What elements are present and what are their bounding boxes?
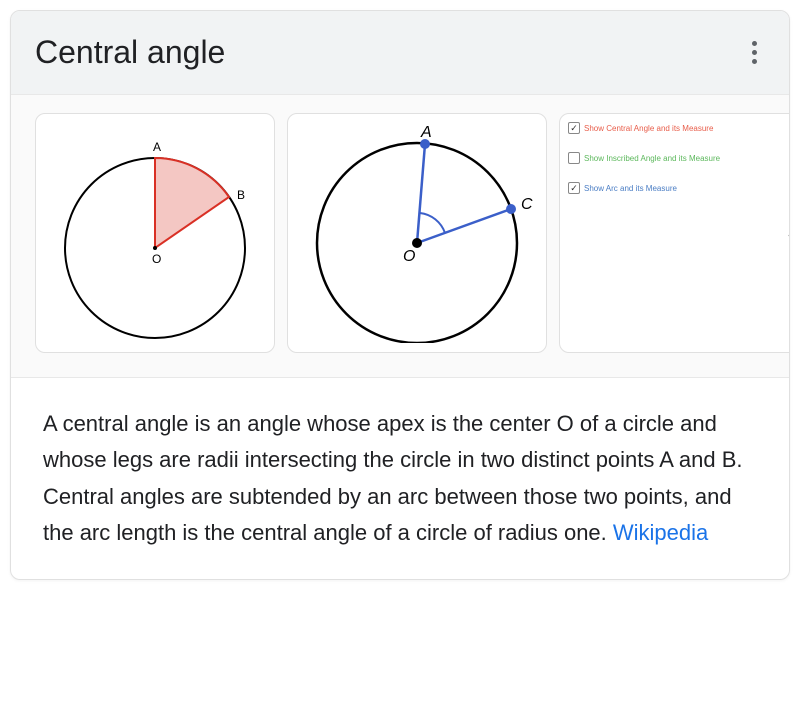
central-angle-diagram-2: A C O: [297, 123, 537, 343]
checkbox-icon[interactable]: [568, 122, 580, 134]
svg-text:A: A: [153, 140, 161, 154]
wikipedia-link[interactable]: Wikipedia: [613, 520, 708, 545]
image-thumbnail-2[interactable]: A C O: [287, 113, 547, 353]
diagram-options-panel: Show Central Angle and its Measure Show …: [560, 114, 768, 352]
description-text: A central angle is an angle whose apex i…: [11, 378, 789, 579]
knowledge-panel: Central angle A B O: [10, 10, 790, 580]
svg-text:B: B: [237, 188, 245, 202]
svg-text:A: A: [420, 124, 432, 141]
svg-text:C: C: [521, 196, 533, 213]
option-label: Show Inscribed Angle and its Measure: [584, 154, 720, 163]
option-label: Show Central Angle and its Measure: [584, 124, 713, 133]
central-angle-diagram-1: A B O: [45, 123, 265, 343]
panel-title: Central angle: [35, 34, 225, 71]
option-row: Show Arc and its Measure: [568, 182, 760, 194]
image-thumbnail-3[interactable]: Show Central Angle and its Measure Show …: [559, 113, 789, 353]
partial-circle-preview: «: [768, 114, 789, 352]
image-thumbnail-1[interactable]: A B O: [35, 113, 275, 353]
svg-text:«: «: [788, 230, 789, 241]
option-label: Show Arc and its Measure: [584, 184, 677, 193]
checkbox-icon[interactable]: [568, 182, 580, 194]
more-options-icon[interactable]: [744, 33, 765, 72]
svg-text:O: O: [403, 248, 415, 265]
option-row: Show Central Angle and its Measure: [568, 122, 760, 134]
image-carousel[interactable]: A B O A C O: [11, 95, 789, 378]
svg-text:O: O: [152, 252, 161, 266]
panel-header: Central angle: [11, 11, 789, 95]
checkbox-icon[interactable]: [568, 152, 580, 164]
option-row: Show Inscribed Angle and its Measure: [568, 152, 760, 164]
